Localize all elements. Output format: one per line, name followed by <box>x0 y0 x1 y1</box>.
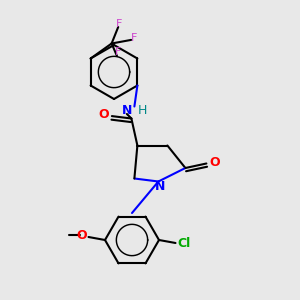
Text: Cl: Cl <box>178 237 191 250</box>
Text: F: F <box>116 19 122 29</box>
Text: H: H <box>138 104 148 117</box>
Text: O: O <box>76 229 87 242</box>
Text: F: F <box>131 33 137 43</box>
Text: N: N <box>122 104 132 118</box>
Text: O: O <box>209 156 220 169</box>
Text: O: O <box>98 108 109 122</box>
Text: F: F <box>115 47 122 58</box>
Text: N: N <box>155 180 165 194</box>
